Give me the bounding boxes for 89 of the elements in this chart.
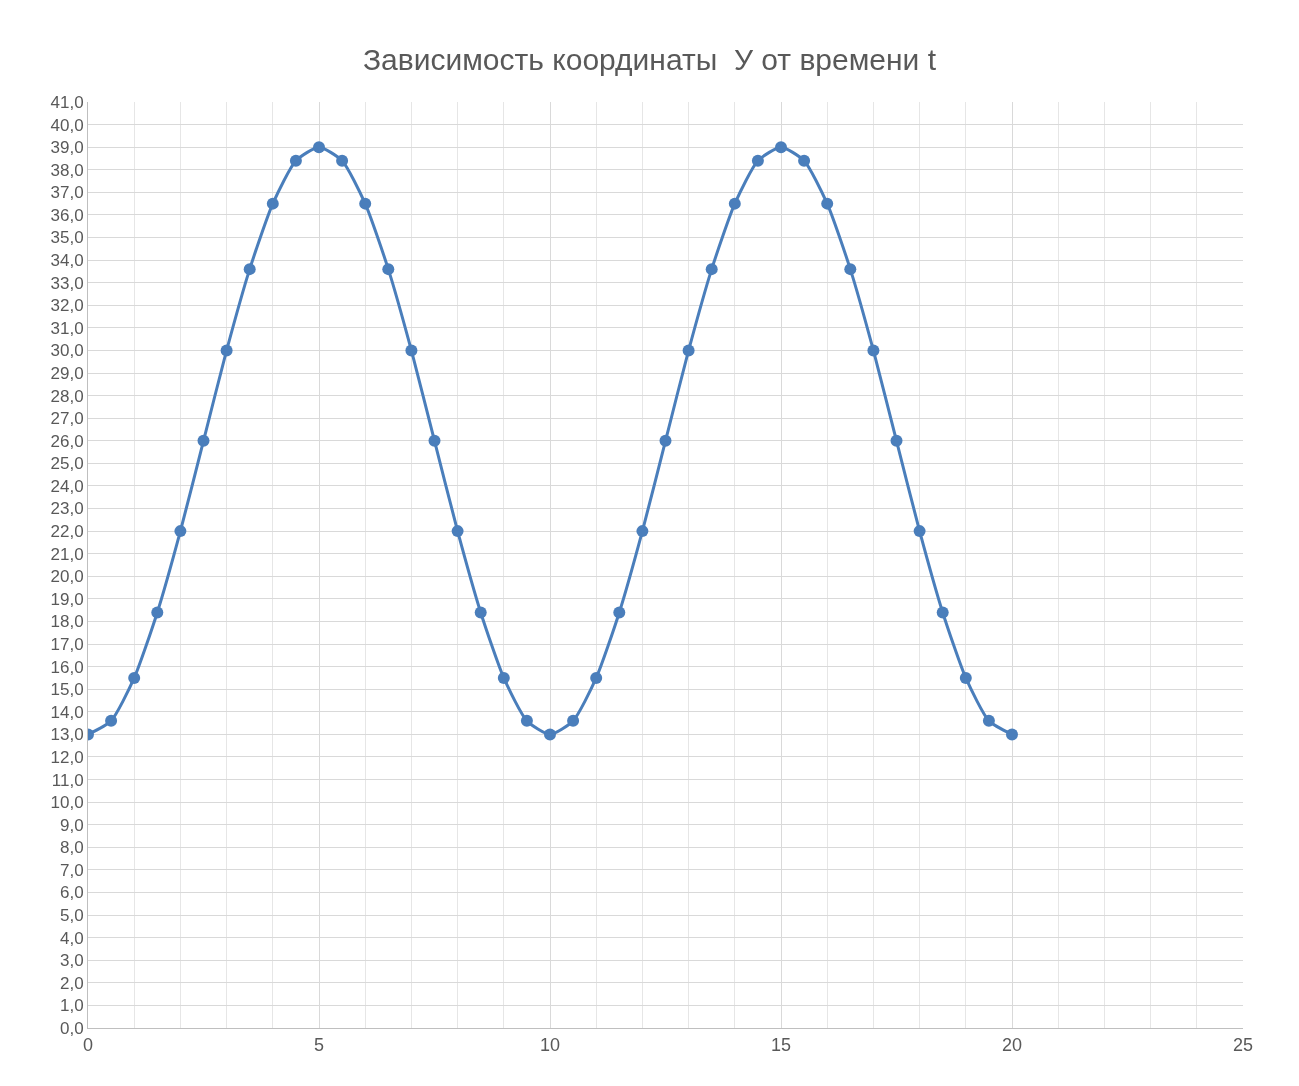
- y-tick-label: 9,0: [59, 815, 84, 835]
- point: [313, 141, 325, 154]
- point: [751, 154, 764, 167]
- point: [405, 344, 418, 357]
- point: [174, 525, 187, 538]
- y-tick-label: 17,0: [50, 635, 84, 654]
- x-tick-label: 10: [539, 1034, 561, 1055]
- point: [890, 434, 903, 447]
- y-tick-label: 15,0: [50, 680, 84, 700]
- y-tick-label: 37,0: [50, 183, 84, 203]
- point: [567, 714, 580, 727]
- x-tick-label: 0: [82, 1034, 94, 1055]
- y-tick-label: 6,0: [59, 883, 84, 903]
- y-tick-label: 12,0: [50, 747, 84, 767]
- y-tick-label: 33,0: [50, 273, 84, 293]
- point: [844, 263, 857, 276]
- y-tick-label: 23,0: [50, 499, 84, 519]
- point: [497, 671, 510, 684]
- y-tick-label: 34,0: [50, 251, 84, 271]
- point: [705, 263, 718, 276]
- point: [913, 525, 926, 538]
- point: [451, 525, 464, 538]
- point: [220, 344, 233, 357]
- y-tick-label: 24,0: [50, 476, 84, 496]
- y-tick-label: 38,0: [50, 160, 84, 180]
- x-tick-label: 20: [1001, 1034, 1023, 1055]
- y-tick-label: 3,0: [59, 951, 84, 971]
- x-tick-label: 5: [313, 1034, 325, 1055]
- chart-title: Зависимость координаты У от времени t: [362, 42, 937, 76]
- point: [821, 197, 834, 210]
- point: [959, 671, 972, 684]
- y-tick-label: 2,0: [59, 973, 84, 993]
- y-tick-label: 32,0: [50, 296, 84, 316]
- point: [336, 154, 349, 167]
- y-tick-label: 30,0: [50, 341, 84, 361]
- point: [867, 344, 880, 357]
- point: [590, 671, 603, 684]
- point: [544, 728, 556, 741]
- point: [1006, 728, 1018, 741]
- point: [428, 434, 441, 447]
- y-tick-label: 0,0: [59, 1018, 84, 1038]
- point: [728, 197, 741, 210]
- y-tick-label: 22,0: [50, 522, 84, 542]
- point: [243, 263, 256, 276]
- point: [775, 141, 787, 154]
- y-tick-label: 29,0: [50, 363, 84, 383]
- point: [798, 154, 811, 167]
- y-tick-label: 27,0: [50, 409, 84, 429]
- point: [105, 714, 118, 727]
- y-tick-label: 4,0: [59, 928, 84, 948]
- point: [359, 197, 372, 210]
- point: [197, 434, 210, 447]
- x-tick-label: 15: [770, 1034, 792, 1055]
- point: [936, 606, 949, 619]
- y-tick-label: 14,0: [50, 702, 84, 722]
- point: [982, 714, 995, 727]
- y-tick-label: 21,0: [50, 544, 84, 564]
- y-tick-label: 5,0: [59, 906, 84, 926]
- point: [266, 197, 279, 210]
- point: [613, 606, 626, 619]
- y-tick-label: 25,0: [50, 454, 84, 474]
- y-tick-label: 8,0: [59, 838, 84, 858]
- point: [289, 154, 302, 167]
- y-tick-label: 19,0: [50, 589, 84, 609]
- y-tick-label: 1,0: [59, 996, 84, 1016]
- x-tick-label: 25: [1232, 1034, 1254, 1055]
- point: [682, 344, 695, 357]
- y-tick-label: 11,0: [51, 770, 84, 790]
- y-tick-label: 40,0: [50, 115, 84, 135]
- y-tick-label: 41,0: [50, 92, 84, 112]
- y-tick-label: 39,0: [50, 138, 84, 158]
- y-tick-label: 16,0: [50, 657, 84, 677]
- y-tick-label: 26,0: [50, 431, 84, 451]
- y-tick-label: 35,0: [50, 228, 84, 248]
- point: [151, 606, 164, 619]
- y-tick-label: 13,0: [50, 725, 84, 745]
- y-tick-label: 10,0: [50, 793, 84, 813]
- point: [382, 263, 395, 276]
- point: [659, 434, 672, 447]
- y-tick-label: 18,0: [50, 612, 84, 632]
- point: [636, 525, 649, 538]
- point: [128, 671, 141, 684]
- y-tick-label: 31,0: [50, 318, 84, 338]
- y-tick-label: 28,0: [50, 386, 84, 406]
- y-tick-label: 36,0: [50, 205, 84, 225]
- y-tick-label: 20,0: [50, 567, 84, 587]
- point: [474, 606, 487, 619]
- point: [520, 714, 533, 727]
- y-tick-label: 7,0: [59, 860, 84, 880]
